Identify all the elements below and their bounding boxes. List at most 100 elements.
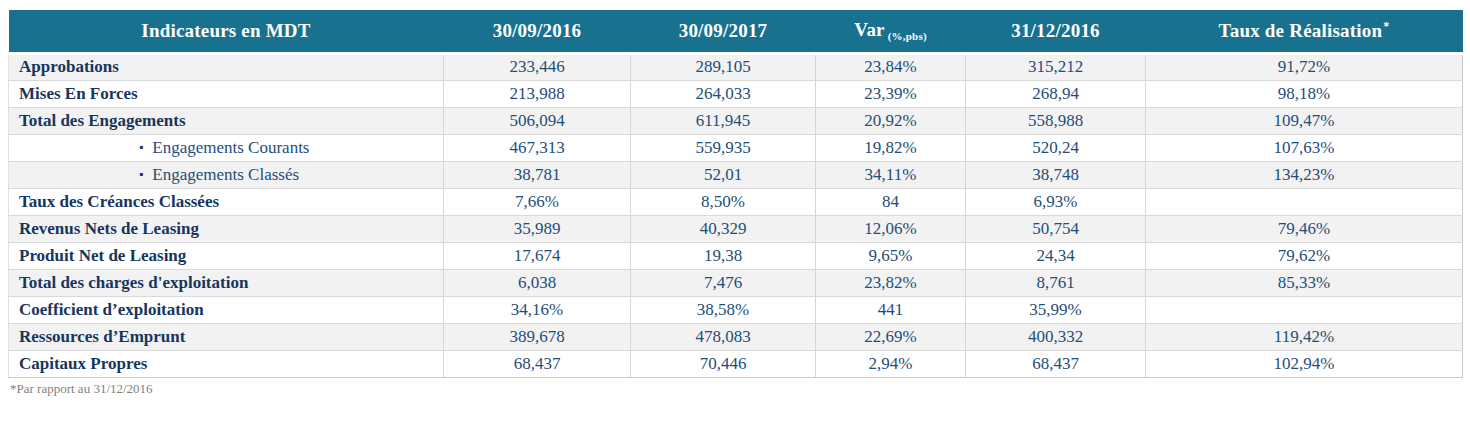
value-cell: 38,58% [631, 296, 816, 323]
table-row: Taux des Créances Classées 7,66% 8,50% 8… [9, 188, 1463, 215]
row-label: Taux des Créances Classées [19, 192, 219, 211]
value-cell: 264,033 [631, 80, 816, 107]
value-cell: 109,47% [1146, 107, 1463, 134]
value-cell: 6,93% [966, 188, 1146, 215]
value-cell: 134,23% [1146, 161, 1463, 188]
value-cell: 20,92% [816, 107, 966, 134]
value-cell: 441 [816, 296, 966, 323]
row-label-cell: ▪Engagements Courants [9, 134, 444, 161]
table-body: Approbations 233,446 289,105 23,84% 315,… [9, 53, 1463, 377]
table-header: Indicateurs en MDT 30/09/2016 30/09/2017… [9, 10, 1463, 53]
row-label-cell: Total des Engagements [9, 107, 444, 134]
value-cell: 400,332 [966, 323, 1146, 350]
value-cell: 558,988 [966, 107, 1146, 134]
column-header-var: Var(%,pbs) [816, 10, 966, 53]
value-cell: 7,66% [444, 188, 631, 215]
value-cell: 12,06% [816, 215, 966, 242]
value-cell [1146, 296, 1463, 323]
column-header-indicators: Indicateurs en MDT [9, 10, 444, 53]
value-cell: 22,69% [816, 323, 966, 350]
column-header-30-09-2016: 30/09/2016 [444, 10, 631, 53]
value-cell: 107,63% [1146, 134, 1463, 161]
column-header-label: Var [854, 19, 885, 40]
value-cell: 70,446 [631, 350, 816, 377]
value-cell: 19,82% [816, 134, 966, 161]
value-cell: 40,329 [631, 215, 816, 242]
value-cell: 233,446 [444, 53, 631, 80]
value-cell: 6,038 [444, 269, 631, 296]
table-row: ▪ Engagements Classés 38,781 52,01 34,11%… [9, 161, 1463, 188]
row-label: Total des Engagements [19, 111, 186, 130]
value-cell: 23,84% [816, 53, 966, 80]
value-cell: 91,72% [1146, 53, 1463, 80]
row-label-cell: Total des charges d'exploitation [9, 269, 444, 296]
table-row: Total des Engagements 506,094 611,945 20… [9, 107, 1463, 134]
value-cell: 85,33% [1146, 269, 1463, 296]
value-cell: 23,82% [816, 269, 966, 296]
column-header-label: 31/12/2016 [1011, 20, 1100, 41]
value-cell: 34,11% [816, 161, 966, 188]
value-cell: 50,754 [966, 215, 1146, 242]
table-footnote: *Par rapport au 31/12/2016 [10, 381, 1462, 397]
header-row: Indicateurs en MDT 30/09/2016 30/09/2017… [9, 10, 1463, 53]
value-cell: 34,16% [444, 296, 631, 323]
row-label-cell: Ressources d’Emprunt [9, 323, 444, 350]
table-row: Total des charges d'exploitation 6,038 7… [9, 269, 1463, 296]
table-row: Produit Net de Leasing 17,674 19,38 9,65… [9, 242, 1463, 269]
table-row: Coefficient d’exploitation 34,16% 38,58%… [9, 296, 1463, 323]
value-cell: 35,989 [444, 215, 631, 242]
row-label-cell: Mises En Forces [9, 80, 444, 107]
row-label: Total des charges d'exploitation [19, 273, 248, 292]
value-cell: 102,94% [1146, 350, 1463, 377]
value-cell: 389,678 [444, 323, 631, 350]
row-label: Coefficient d’exploitation [19, 300, 204, 319]
value-cell: 467,313 [444, 134, 631, 161]
column-header-label: Indicateurs en MDT [141, 20, 310, 41]
value-cell: 119,42% [1146, 323, 1463, 350]
value-cell: 268,94 [966, 80, 1146, 107]
square-bullet-icon: ▪ [139, 140, 143, 154]
row-label: Ressources d’Emprunt [19, 327, 185, 346]
column-header-taux-realisation: Taux de Réalisation* [1146, 10, 1463, 53]
value-cell: 9,65% [816, 242, 966, 269]
value-cell: 506,094 [444, 107, 631, 134]
column-header-30-09-2017: 30/09/2017 [631, 10, 816, 53]
value-cell: 23,39% [816, 80, 966, 107]
value-cell: 2,94% [816, 350, 966, 377]
row-label-cell: Approbations [9, 53, 444, 80]
value-cell: 38,781 [444, 161, 631, 188]
row-label: Approbations [19, 57, 119, 76]
table-row: Revenus Nets de Leasing 35,989 40,329 12… [9, 215, 1463, 242]
value-cell: 7,476 [631, 269, 816, 296]
table-row: Capitaux Propres 68,437 70,446 2,94% 68,… [9, 350, 1463, 377]
value-cell: 24,34 [966, 242, 1146, 269]
table-row: ▪Engagements Courants 467,313 559,935 19… [9, 134, 1463, 161]
row-label-cell: ▪ Engagements Classés [9, 161, 444, 188]
value-cell: 68,437 [444, 350, 631, 377]
value-cell: 79,46% [1146, 215, 1463, 242]
value-cell: 8,761 [966, 269, 1146, 296]
value-cell: 611,945 [631, 107, 816, 134]
column-header-label: Taux de Réalisation [1219, 20, 1383, 41]
value-cell: 213,988 [444, 80, 631, 107]
column-header-label: 30/09/2017 [679, 20, 768, 41]
indicators-table: Indicateurs en MDT 30/09/2016 30/09/2017… [8, 10, 1463, 378]
value-cell: 35,99% [966, 296, 1146, 323]
row-label: Engagements Classés [152, 165, 299, 184]
row-label-cell: Coefficient d’exploitation [9, 296, 444, 323]
value-cell: 559,935 [631, 134, 816, 161]
value-cell: 520,24 [966, 134, 1146, 161]
value-cell: 315,212 [966, 53, 1146, 80]
table-row: Approbations 233,446 289,105 23,84% 315,… [9, 53, 1463, 80]
column-header-label: 30/09/2016 [493, 20, 582, 41]
row-label: Mises En Forces [19, 84, 138, 103]
value-cell: 17,674 [444, 242, 631, 269]
value-cell: 8,50% [631, 188, 816, 215]
value-cell: 289,105 [631, 53, 816, 80]
table-row: Ressources d’Emprunt 389,678 478,083 22,… [9, 323, 1463, 350]
row-label-cell: Taux des Créances Classées [9, 188, 444, 215]
row-label-cell: Capitaux Propres [9, 350, 444, 377]
square-bullet-icon: ▪ [139, 167, 143, 181]
value-cell: 52,01 [631, 161, 816, 188]
value-cell [1146, 188, 1463, 215]
